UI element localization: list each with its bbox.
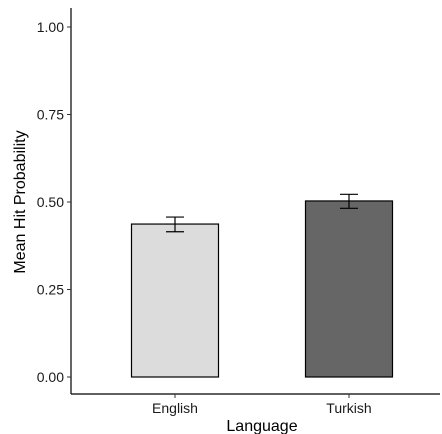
x-axis-title: Language — [226, 418, 297, 434]
y-axis: 0.00 0.25 0.50 0.75 1.00 — [37, 8, 72, 394]
y-tick-label: 0.75 — [37, 107, 64, 123]
y-tick-label: 1.00 — [37, 19, 64, 35]
x-axis: English Turkish — [71, 393, 440, 416]
error-bars — [166, 193, 358, 233]
y-tick-label: 0.00 — [37, 369, 64, 385]
y-tick-label: 0.50 — [37, 194, 64, 210]
y-tick-label: 0.25 — [37, 282, 64, 298]
bars — [130, 200, 394, 378]
bar — [130, 223, 220, 378]
bar — [304, 200, 394, 378]
y-axis-title: Mean Hit Probability — [12, 130, 29, 273]
x-tick-label: Turkish — [326, 400, 371, 416]
x-tick-label: English — [152, 400, 198, 416]
